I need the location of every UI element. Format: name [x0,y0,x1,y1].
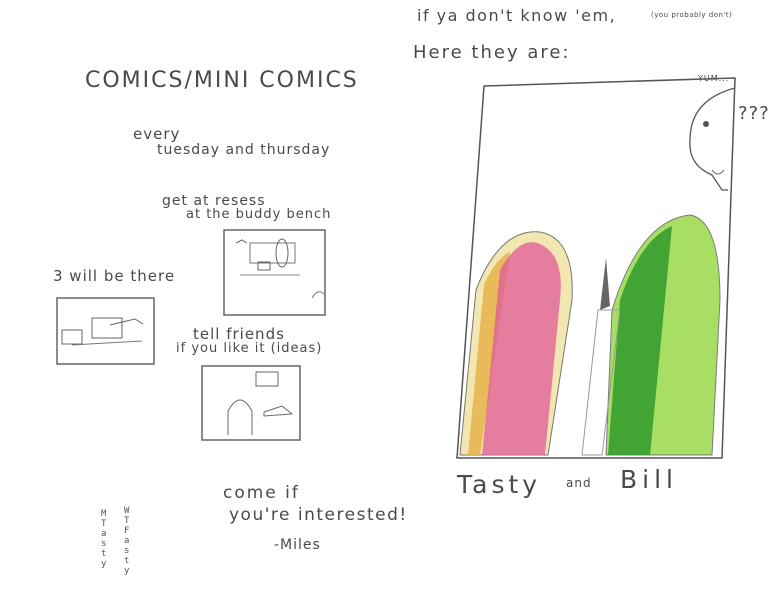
letter: s [101,539,107,549]
three-will-be-there: 3 will be there [53,267,176,285]
main-illustration-panel [456,77,736,459]
here-they-are: Here they are: [413,42,571,63]
intro-line: if ya don't know 'em, [417,6,617,25]
vertical-word-left: M T a s t y [101,509,106,569]
confused-marks: ??? [738,103,770,124]
letter: y [101,559,107,569]
location-line-1: get at resess [162,193,266,209]
and-label: and [566,476,592,490]
letter: a [101,529,107,539]
come-if: come if [223,483,300,503]
letter: t [101,549,107,559]
mini-comic-panel-top [223,229,326,316]
letter: T [124,516,130,526]
yum-speech: YUM... [698,74,730,83]
letter: t [124,556,130,566]
character-name-bill: Bill [620,465,678,494]
if-you-like-it: if you like it (ideas) [176,341,323,356]
letter: y [124,566,130,576]
signature: -Miles [274,537,321,553]
page-title: COMICS/MINI COMICS [85,68,359,93]
mini-comic-panel-left [56,297,155,365]
vertical-word-right: W T F a s t y [124,506,129,576]
letter: F [124,526,130,536]
letter: T [101,519,107,529]
letter: s [124,546,130,556]
schedule-line-1: every [133,125,181,143]
tell-friends: tell friends [193,325,285,343]
character-name-tasty: Tasty [457,470,542,499]
youre-interested: you're interested! [229,505,408,525]
intro-aside: (you probably don't) [651,11,733,19]
location-line-2: at the buddy bench [186,207,332,222]
schedule-line-2: tuesday and thursday [157,142,331,158]
letter: W [124,506,130,516]
letter: a [124,536,130,546]
mini-comic-panel-bottom [201,365,301,441]
letter: M [101,509,107,519]
